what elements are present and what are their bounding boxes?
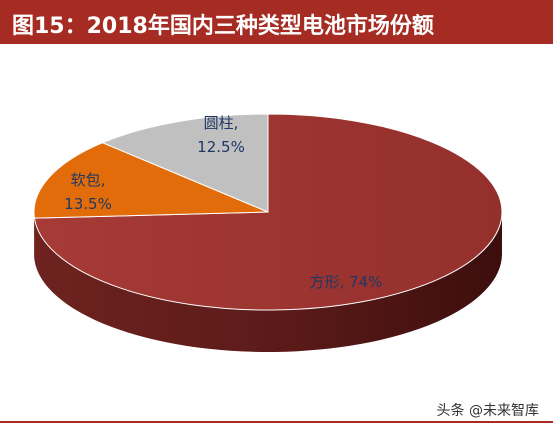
label-slice-2-value: 13.5% [64, 195, 112, 213]
label-slice-3-name: 圆柱, [204, 114, 239, 132]
title-bar: 图15：2018年国内三种类型电池市场份额 [0, 0, 553, 44]
bottom-rule [0, 421, 553, 423]
label-slice-3-value: 12.5% [197, 138, 245, 156]
watermark-text: 头条 @未来智库 [432, 400, 543, 420]
pie-slice-2 [33, 142, 269, 219]
label-slice-1: 方形, 74% [310, 273, 383, 291]
pie-slice-3 [101, 113, 269, 213]
label-slice-2-name: 软包, [71, 171, 106, 189]
pie-side-1 [34, 212, 503, 352]
chart-title: 图15：2018年国内三种类型电池市场份额 [12, 14, 434, 39]
